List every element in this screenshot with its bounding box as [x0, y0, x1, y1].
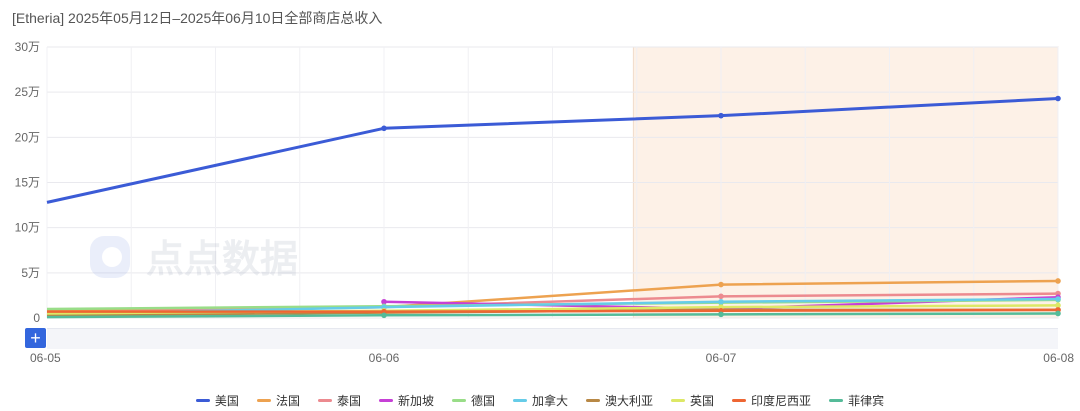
legend-swatch	[256, 399, 271, 402]
legend-item[interactable]: 澳大利亚	[586, 392, 653, 409]
watermark-logo: 点点数据	[90, 236, 298, 281]
data-point	[718, 293, 724, 300]
legend-label: 加拿大	[532, 394, 569, 408]
legend-label: 英国	[690, 394, 715, 408]
series-line	[46, 96, 1059, 204]
data-point	[1055, 296, 1061, 302]
y-tick-label: 30万	[15, 40, 40, 54]
legend-item[interactable]: 菲律宾	[829, 392, 884, 409]
legend-label: 菲律宾	[848, 394, 885, 408]
x-tick-label: 06-06	[369, 351, 400, 365]
legend-swatch	[317, 399, 332, 402]
y-tick-label: 20万	[15, 130, 40, 144]
y-tick-label: 10万	[15, 221, 40, 235]
y-tick-label: 5万	[21, 266, 40, 280]
legend-label: 美国	[214, 394, 239, 408]
range-slider-track[interactable]	[47, 328, 1058, 349]
legend-item[interactable]: 美国	[195, 392, 239, 409]
data-point	[718, 311, 724, 318]
y-tick-label: 0	[33, 311, 40, 325]
legend-swatch	[732, 399, 747, 402]
data-point	[718, 112, 724, 119]
legend-item[interactable]: 加拿大	[513, 392, 568, 409]
legend-label: 德国	[470, 394, 495, 408]
data-point	[381, 125, 387, 132]
x-tick-label: 06-05	[30, 351, 61, 365]
legend-swatch	[378, 399, 393, 402]
legend-item[interactable]: 德国	[451, 392, 495, 409]
data-point	[1055, 95, 1061, 102]
legend-label: 新加坡	[397, 394, 434, 408]
data-point	[718, 298, 724, 305]
legend-item[interactable]: 印度尼西亚	[732, 392, 811, 409]
data-point	[381, 298, 387, 305]
legend-swatch	[671, 399, 686, 402]
legend-label: 澳大利亚	[605, 394, 654, 408]
y-tick-label: 25万	[15, 85, 40, 99]
series-line	[46, 312, 1059, 319]
legend-label: 印度尼西亚	[751, 394, 812, 408]
watermark-layer: 点点数据	[90, 236, 298, 281]
legend-label: 泰国	[336, 394, 361, 408]
legend-item[interactable]: 泰国	[317, 392, 361, 409]
series-layer	[46, 95, 1061, 319]
legend-item[interactable]: 新加坡	[378, 392, 434, 409]
watermark-text: 点点数据	[146, 237, 298, 281]
y-tick-label: 15万	[15, 176, 40, 190]
data-point	[381, 312, 387, 319]
legend-swatch	[451, 399, 466, 402]
data-point	[718, 281, 724, 288]
data-point	[1055, 302, 1061, 309]
chart-title: [Etheria] 2025年05月12日–2025年06月10日全部商店总收入	[12, 10, 383, 26]
axis-layer: 0 5万 10万 15万 20万 25万 30万 06-05 06-06 06-07 06-08	[15, 40, 1075, 365]
legend-label: 法国	[275, 394, 300, 408]
x-tick-label: 06-07	[706, 351, 737, 365]
watermark-logo-hole	[102, 247, 122, 267]
legend-swatch	[586, 399, 601, 402]
data-point	[1055, 310, 1061, 317]
series-9	[46, 310, 1061, 319]
line-chart: 点点数据 0 5万 10万 15万 20万 25万 30万 06-05 06-06 06-07 06…	[15, 40, 1075, 365]
zoom-plus-button[interactable]: +	[25, 328, 46, 348]
x-tick-label: 06-08	[1043, 351, 1074, 365]
grid-layer	[46, 46, 1059, 319]
data-point	[1055, 278, 1061, 284]
watermark-logo-icon	[90, 236, 130, 278]
legend: 美国 法国 泰国 新加坡 德国 加拿大 澳大利亚 英国 印度尼西亚 菲律宾	[0, 392, 1080, 409]
legend-item[interactable]: 法国	[256, 392, 300, 409]
legend-item[interactable]: 英国	[671, 392, 714, 409]
legend-swatch	[829, 399, 844, 402]
legend-swatch	[513, 399, 527, 402]
legend-swatch	[195, 399, 210, 402]
series-line	[47, 308, 1059, 313]
series-0	[46, 95, 1061, 204]
